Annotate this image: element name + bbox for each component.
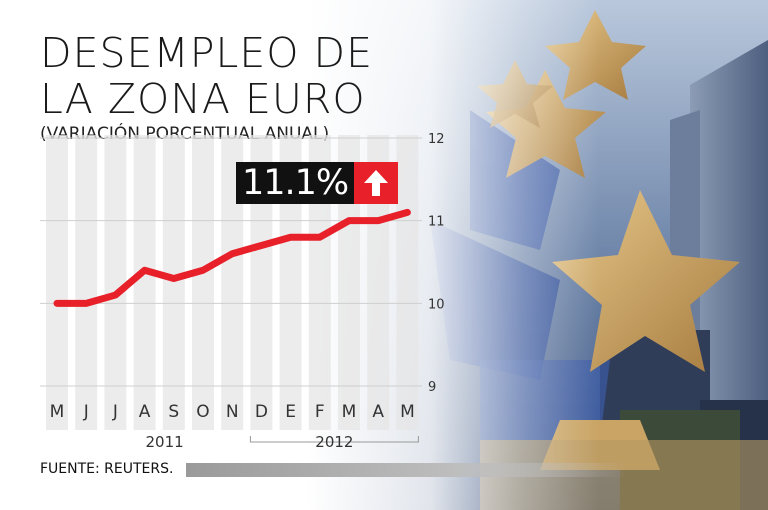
year-label: 2012	[315, 433, 353, 451]
title-line-1: DESEMPLEO DE	[40, 29, 374, 77]
x-tick-label: M	[342, 402, 357, 422]
column-band	[338, 135, 360, 430]
y-tick-label: 11	[428, 215, 445, 230]
title-line-2: LA ZONA EURO	[40, 75, 366, 123]
latest-value-badge: 11.1%	[236, 162, 399, 204]
x-tick-label: J	[83, 402, 89, 422]
column-band	[396, 135, 419, 430]
column-band	[46, 135, 68, 430]
x-tick-label: M	[400, 402, 415, 422]
column-band	[162, 135, 185, 430]
y-tick-label: 12	[428, 132, 445, 147]
x-tick-label: F	[315, 402, 325, 422]
x-tick-label: A	[139, 402, 151, 422]
x-tick-label: A	[372, 402, 384, 422]
y-tick-label: 10	[428, 297, 445, 312]
column-band	[192, 135, 214, 430]
x-tick-label: N	[226, 402, 239, 422]
column-band	[250, 135, 273, 430]
year-bracket	[249, 436, 419, 443]
source-note: FUENTE: REUTERS.	[40, 461, 174, 477]
x-tick-label: O	[196, 402, 209, 422]
column-band	[221, 135, 244, 430]
x-tick-label: M	[50, 402, 65, 422]
column-band	[133, 135, 156, 430]
column-band	[279, 135, 302, 430]
column-band	[75, 135, 98, 430]
latest-value: 11.1%	[236, 162, 355, 204]
x-tick-label: E	[285, 402, 296, 422]
arrow-up-icon	[354, 162, 399, 204]
source-divider-bar	[186, 463, 626, 477]
x-tick-label: J	[112, 402, 118, 422]
year-label: 2011	[146, 433, 184, 451]
x-tick-label: S	[168, 402, 179, 422]
series-line	[53, 208, 411, 307]
column-band	[308, 135, 331, 430]
y-tick-label: 9	[428, 380, 436, 395]
x-tick-label: D	[255, 402, 268, 422]
column-band	[367, 135, 390, 430]
column-band	[104, 135, 127, 430]
